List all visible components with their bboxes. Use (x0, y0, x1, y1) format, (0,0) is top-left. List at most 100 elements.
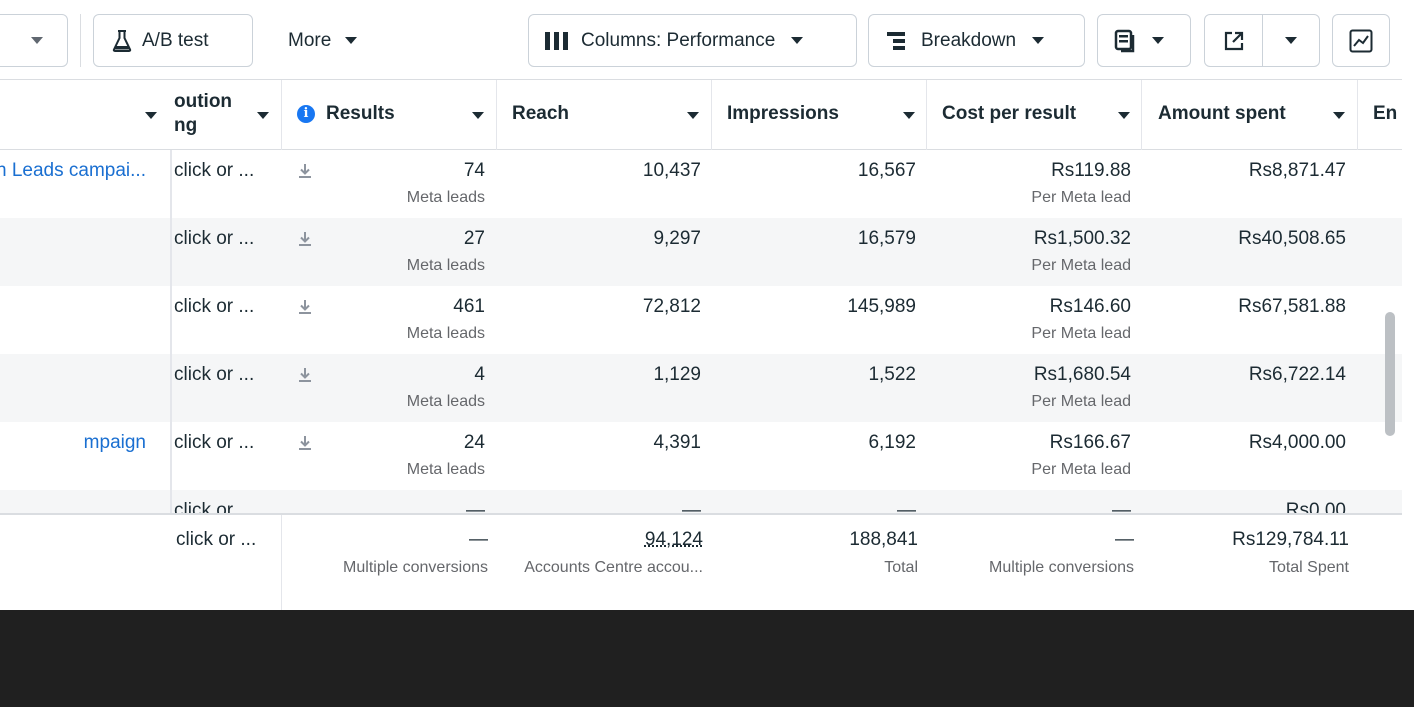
attribution-setting: click or ... (174, 228, 255, 249)
reach-value: 9,297 (653, 228, 701, 249)
columns-label: Columns: Performance (581, 29, 776, 51)
ab-test-button[interactable]: A/B test (93, 14, 253, 67)
cost-per-result-sub-label: Per Meta lead (1031, 393, 1131, 410)
impressions-value: 6,192 (868, 432, 916, 453)
column-divider (1141, 80, 1142, 150)
results-value: 4 (474, 364, 485, 385)
download-icon[interactable] (298, 299, 312, 315)
cost-per-result-sub-label: Per Meta lead (1031, 189, 1131, 206)
impressions-value: 145,989 (847, 296, 916, 317)
reach-value: 1,129 (653, 364, 701, 385)
column-divider (281, 80, 282, 150)
chevron-down-icon[interactable] (145, 112, 157, 119)
chevron-down-icon[interactable] (903, 112, 915, 119)
campaign-name-link[interactable]: n Leads campai... (0, 160, 146, 181)
chevron-down-icon[interactable] (1118, 112, 1130, 119)
reports-icon (1114, 29, 1138, 53)
table-row[interactable]: click or ... 27 Meta leads 9,297 16,579 Rs1,5… (0, 218, 1402, 286)
chevron-down-icon (1285, 37, 1297, 44)
table-row[interactable]: n Leads campai... click or ... 74 Meta lead… (0, 150, 1402, 218)
column-divider (281, 515, 282, 610)
results-sub-label: Meta leads (406, 257, 485, 274)
toolbar-divider (80, 14, 81, 67)
breakdown-icon (887, 31, 909, 50)
campaign-name-link[interactable]: mpaign (83, 432, 146, 453)
cost-per-result-value: Rs166.67 (1049, 432, 1131, 453)
ab-test-label: A/B test (142, 29, 209, 51)
scrollbar-thumb[interactable] (1385, 312, 1395, 436)
impressions-value: 1,522 (868, 364, 916, 385)
amount-spent-value: Rs6,722.14 (1248, 364, 1346, 385)
download-icon[interactable] (298, 163, 312, 179)
results-value: 27 (463, 228, 485, 249)
column-divider (1357, 80, 1358, 150)
totals-reach-sub: Accounts Centre accou... (524, 559, 703, 576)
dropdown-button[interactable] (0, 14, 68, 67)
chevron-down-icon[interactable] (687, 112, 699, 119)
chart-button[interactable] (1332, 14, 1390, 67)
reports-button[interactable] (1097, 14, 1191, 67)
cost-per-result-value: Rs119.88 (1051, 160, 1131, 181)
chevron-down-icon (1152, 37, 1164, 44)
column-header-attribution[interactable]: oution ng (174, 90, 232, 138)
totals-impressions-sub: Total (884, 559, 918, 576)
cost-per-result-value: Rs146.60 (1049, 296, 1131, 317)
info-icon[interactable]: i (297, 105, 315, 123)
totals-reach[interactable]: 94,124 (644, 529, 703, 550)
scrollbar-track[interactable] (1402, 0, 1414, 610)
more-label: More (288, 29, 332, 51)
download-icon[interactable] (298, 231, 312, 247)
more-button[interactable]: More (288, 14, 358, 67)
download-icon[interactable] (298, 435, 312, 451)
results-value: 74 (463, 160, 485, 181)
column-header-impressions[interactable]: Impressions (727, 103, 839, 124)
table-row[interactable]: click or ... 461 Meta leads 72,812 145,989 Rs… (0, 286, 1402, 354)
cost-per-result-sub-label: Per Meta lead (1031, 461, 1131, 478)
columns-icon (545, 31, 569, 50)
column-header-ends[interactable]: En (1373, 103, 1398, 124)
totals-results-sub: Multiple conversions (343, 559, 488, 576)
column-header-reach[interactable]: Reach (512, 103, 570, 124)
totals-spent-sub: Total Spent (1268, 559, 1349, 576)
export-dropdown-button[interactable] (1263, 15, 1319, 66)
column-divider (711, 80, 712, 150)
chevron-down-icon (791, 37, 804, 44)
cost-per-result-sub-label: Per Meta lead (1031, 257, 1131, 274)
impressions-value: 16,579 (857, 228, 916, 249)
export-button-group (1204, 14, 1320, 67)
empty-background (0, 610, 1414, 707)
attribution-header-line2: ng (174, 115, 198, 136)
breakdown-button[interactable]: Breakdown (868, 14, 1085, 67)
table-row[interactable]: click or ... 4 Meta leads 1,129 1,522 Rs1,680… (0, 354, 1402, 422)
amount-spent-value: Rs67,581.88 (1238, 296, 1346, 317)
columns-button[interactable]: Columns: Performance (528, 14, 857, 67)
ads-manager-table-panel: A/B test More Columns: Performance Break… (0, 0, 1402, 610)
download-icon[interactable] (298, 367, 312, 383)
totals-results: — (469, 529, 488, 550)
amount-spent-value: Rs40,508.65 (1238, 228, 1346, 249)
column-divider (926, 80, 927, 150)
export-button[interactable] (1205, 15, 1263, 66)
attribution-setting: click or ... (174, 296, 255, 317)
breakdown-label: Breakdown (921, 29, 1017, 51)
chevron-down-icon[interactable] (1333, 112, 1345, 119)
column-header-results[interactable]: Results (326, 103, 395, 124)
totals-attribution: click or ... (176, 529, 257, 550)
reach-value: 4,391 (653, 432, 701, 453)
toolbar: A/B test More Columns: Performance Break… (0, 0, 1402, 80)
amount-spent-value: Rs4,000.00 (1248, 432, 1346, 453)
table-row[interactable]: mpaign click or ... 24 Meta leads 4,391 6,192… (0, 422, 1402, 490)
chevron-down-icon (31, 37, 43, 44)
flask-icon (112, 29, 132, 52)
chevron-down-icon[interactable] (472, 112, 484, 119)
attribution-header-line1: oution (174, 91, 233, 112)
results-sub-label: Meta leads (406, 189, 485, 206)
column-header-cost-per-result[interactable]: Cost per result (942, 103, 1077, 124)
results-sub-label: Meta leads (406, 461, 485, 478)
reach-value: 72,812 (642, 296, 701, 317)
totals-cost-sub: Multiple conversions (989, 559, 1134, 576)
results-value: 24 (463, 432, 485, 453)
chevron-down-icon[interactable] (257, 112, 269, 119)
column-header-amount-spent[interactable]: Amount spent (1158, 103, 1286, 124)
attribution-setting: click or ... (174, 432, 255, 453)
